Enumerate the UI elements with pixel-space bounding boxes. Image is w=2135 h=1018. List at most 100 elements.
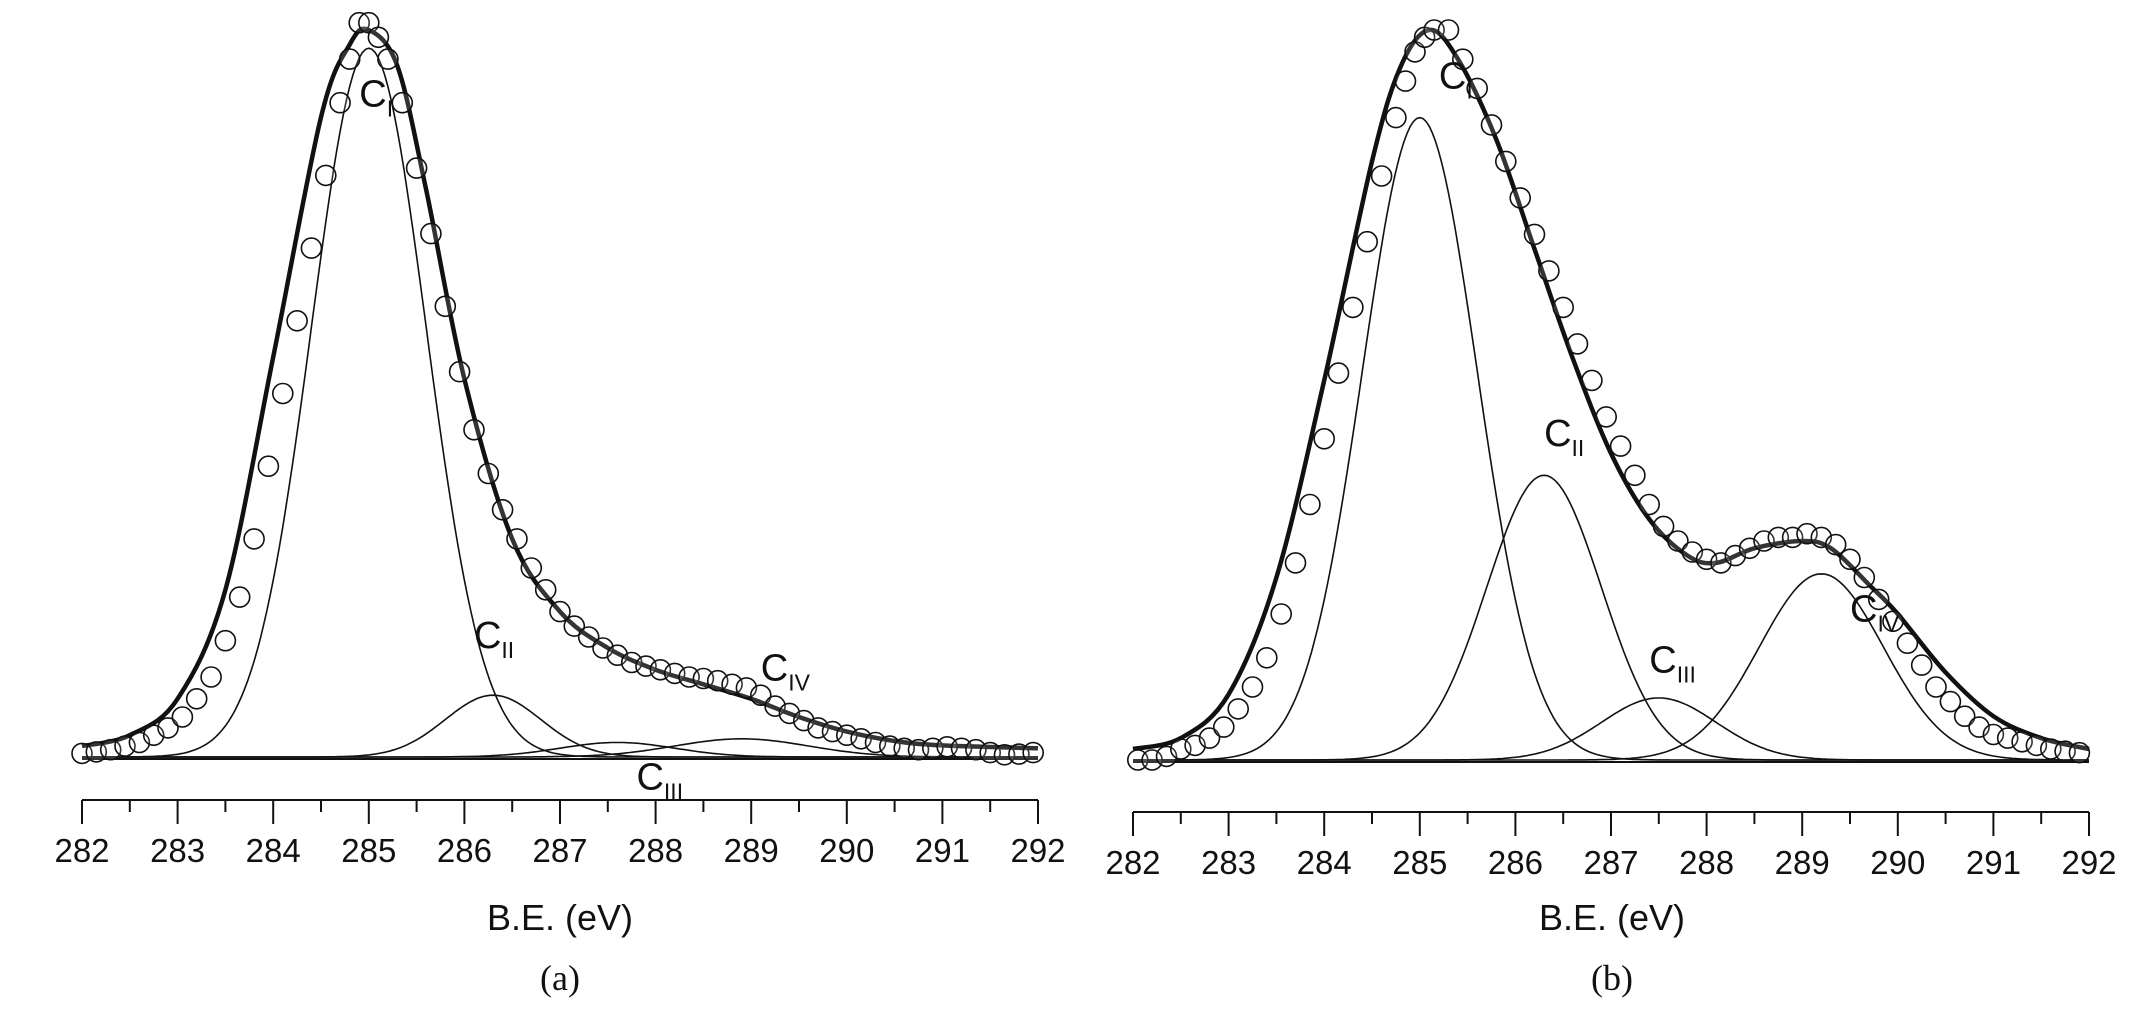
data-point <box>367 26 390 49</box>
data-point <box>448 360 471 383</box>
data-point <box>228 586 251 608</box>
x-tick-label: 283 <box>1201 844 1256 881</box>
component-curve-civ <box>82 738 1038 758</box>
data-point <box>1652 515 1675 538</box>
x-tick-label: 286 <box>1488 844 1543 881</box>
data-point <box>300 237 323 259</box>
data-point <box>257 455 280 478</box>
data-point <box>185 687 208 710</box>
peak-label-ci: CI <box>359 73 393 121</box>
x-tick-label: 282 <box>1105 844 1160 881</box>
x-tick-label: 282 <box>54 832 109 869</box>
data-point <box>1198 727 1221 749</box>
data-point <box>1385 106 1407 129</box>
data-point <box>1939 690 1962 713</box>
data-point <box>1824 533 1847 556</box>
data-point <box>1667 530 1689 552</box>
data-point <box>1538 260 1560 282</box>
data-point <box>171 706 194 728</box>
data-point <box>1552 296 1574 319</box>
data-point <box>1227 698 1249 720</box>
data-point <box>1480 114 1503 136</box>
x-tick-label: 285 <box>341 832 396 869</box>
data-point <box>420 222 442 245</box>
data-point <box>563 615 586 637</box>
x-tick-label: 285 <box>1392 844 1447 881</box>
component-curve-civ <box>1133 573 2089 761</box>
data-point <box>200 666 222 688</box>
data-point <box>749 684 772 707</box>
data-point <box>534 578 557 601</box>
data-point <box>2068 741 2091 764</box>
data-point <box>314 164 337 187</box>
x-tick-label: 288 <box>628 832 683 869</box>
data-point <box>1624 464 1646 487</box>
x-tick-label: 289 <box>724 832 779 869</box>
x-tick-label: 290 <box>1870 844 1925 881</box>
data-point <box>1466 77 1488 100</box>
data-point <box>243 528 265 550</box>
data-point <box>1609 435 1632 457</box>
envelope-curve <box>1132 27 2090 752</box>
data-point <box>286 309 308 332</box>
peak-label-civ: CIV <box>761 648 811 696</box>
x-tick-label: 287 <box>1583 844 1638 881</box>
data-point <box>1953 705 1976 728</box>
x-tick-label: 286 <box>437 832 492 869</box>
data-point <box>1839 548 1861 571</box>
data-point <box>477 462 500 485</box>
data-point <box>1581 369 1603 392</box>
panel-a: CI CII CIII CIV 282 283 284 285 286 287 288 289 290 2… <box>54 11 1066 998</box>
data-point <box>434 295 457 318</box>
data-point <box>1566 333 1589 355</box>
x-tick-label: 291 <box>915 832 970 869</box>
experimental-points <box>1127 19 2091 771</box>
data-point <box>405 157 428 179</box>
x-tick-label: 287 <box>532 832 587 869</box>
data-point <box>1896 632 1919 655</box>
panel-label: (b) <box>1591 958 1633 998</box>
data-point <box>506 528 528 550</box>
x-tick-label: 283 <box>150 832 205 869</box>
data-point <box>1638 493 1660 516</box>
experimental-points <box>71 11 1044 766</box>
data-point <box>520 557 543 579</box>
peak-label-cii: CII <box>474 615 514 663</box>
data-point <box>271 382 294 405</box>
data-point <box>1523 223 1546 246</box>
data-point <box>377 48 399 70</box>
data-point <box>1284 552 1307 574</box>
peak-label-ciii: CIII <box>1649 639 1696 687</box>
data-point <box>1342 296 1364 319</box>
data-point <box>1356 230 1378 253</box>
x-tick-label: 292 <box>2061 844 2116 881</box>
peak-label-ci: CI <box>1439 55 1473 103</box>
data-point <box>1925 676 1947 698</box>
data-point <box>1853 566 1876 589</box>
data-point <box>1213 716 1235 738</box>
data-point <box>1452 48 1474 71</box>
data-point <box>1270 603 1292 625</box>
x-axis-title: B.E. (eV) <box>1539 897 1685 938</box>
peak-label-ciii: CIII <box>636 757 683 805</box>
data-point <box>1437 19 1460 41</box>
peak-label-civ: CIV <box>1850 588 1900 636</box>
x-tick-label: 291 <box>1966 844 2021 881</box>
x-tick-label: 284 <box>1297 844 1352 881</box>
data-point <box>391 91 414 114</box>
x-tick-label: 289 <box>1775 844 1830 881</box>
x-axis-title: B.E. (eV) <box>487 897 633 938</box>
x-tick-label: 290 <box>819 832 874 869</box>
component-curve-ci <box>1133 116 2089 761</box>
panel-label: (a) <box>540 958 580 998</box>
x-tick-label: 288 <box>1679 844 1734 881</box>
data-point <box>338 48 361 70</box>
data-point <box>1241 676 1264 698</box>
data-point <box>1256 646 1278 669</box>
x-tick-label: 292 <box>1010 832 1065 869</box>
data-point <box>214 629 237 652</box>
x-tick-label: 284 <box>246 832 301 869</box>
peak-label-cii: CII <box>1544 413 1584 461</box>
panel-b: CI CII CIII CIV 282 283 284 285 286 287 288 289 290 2… <box>1105 19 2117 998</box>
data-point <box>1882 610 1904 633</box>
